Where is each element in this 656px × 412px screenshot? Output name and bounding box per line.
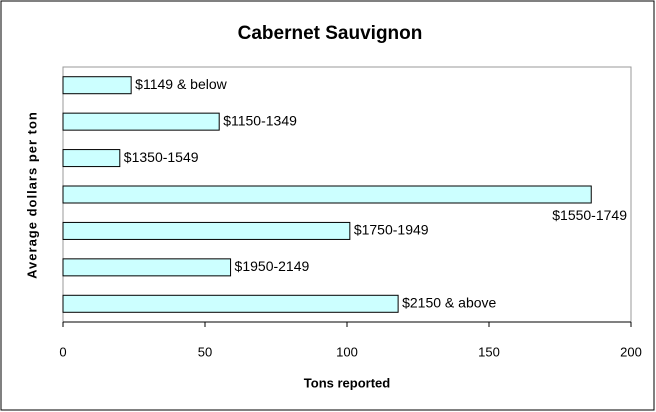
bar	[62, 294, 399, 313]
bar-label: $1149 & below	[135, 76, 227, 92]
x-tick-label: 100	[336, 344, 358, 359]
bar-label: $2150 & above	[402, 294, 496, 310]
bar	[62, 258, 232, 277]
bar-label: $1150-1349	[223, 112, 297, 128]
y-axis-title: Average dollars per ton	[24, 111, 39, 279]
bar	[62, 112, 220, 131]
x-tick-label: 150	[478, 344, 500, 359]
x-axis-title: Tons reported	[304, 375, 390, 390]
bar	[62, 185, 592, 204]
bar-label: $1950-2149	[235, 258, 310, 274]
x-tick-label: 0	[59, 344, 66, 359]
x-tick-label: 200	[620, 344, 642, 359]
bar-label: $1750-1949	[354, 222, 429, 238]
bar	[62, 221, 351, 240]
x-tick-label: 50	[198, 344, 212, 359]
bar-label: $1350-1549	[124, 149, 199, 165]
chart-title: Cabernet Sauvignon	[238, 23, 423, 44]
bar	[62, 76, 132, 95]
bar-label: $1550-1749	[552, 207, 627, 223]
bar	[62, 149, 121, 168]
